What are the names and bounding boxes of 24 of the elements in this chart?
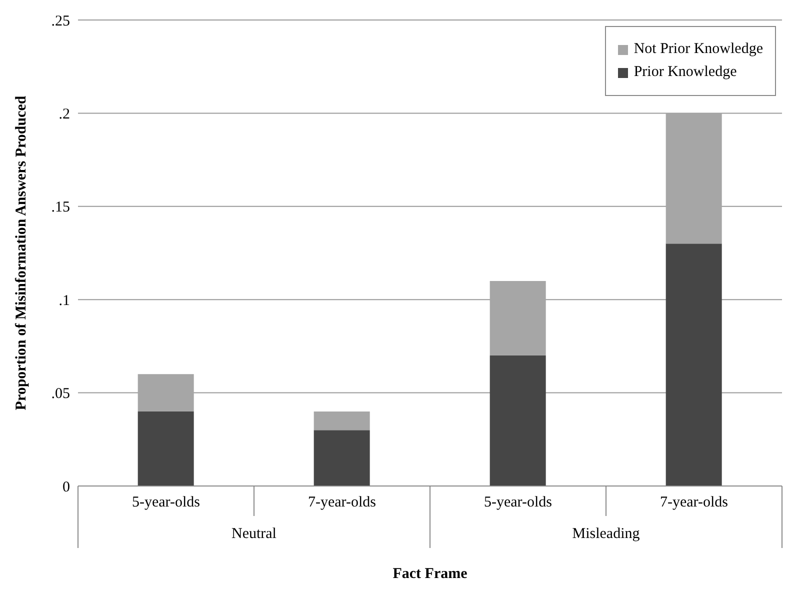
bar — [138, 374, 194, 412]
y-tick-label: .25 — [51, 13, 70, 30]
bar — [314, 430, 370, 486]
bar — [666, 113, 722, 244]
x-tick-label: 5-year-olds — [484, 494, 552, 511]
bar — [666, 244, 722, 486]
y-tick-label: 0 — [62, 479, 70, 496]
y-tick-label: .15 — [51, 200, 70, 216]
y-tick-label: .2 — [58, 106, 70, 123]
y-tick-label: .1 — [58, 292, 70, 309]
legend-label: Not Prior Knowledge — [634, 41, 763, 58]
x-tick-label: 7-year-olds — [308, 494, 376, 511]
x-tick-label: 7-year-olds — [660, 494, 728, 511]
text: Misleading — [572, 526, 640, 542]
legend-label: Prior Knowledge — [634, 64, 737, 81]
x-axis-title: Fact Frame — [392, 566, 468, 582]
y-tick-label: .05 — [51, 386, 70, 402]
x-tick-label: 5-year-olds — [132, 494, 200, 511]
y-axis-title: Proportion of Misinformation Answers Produced — [13, 95, 30, 410]
bar — [314, 411, 370, 430]
bar — [490, 356, 546, 486]
bar — [138, 411, 194, 486]
bar — [490, 280, 546, 356]
text: Neutral — [232, 526, 276, 542]
